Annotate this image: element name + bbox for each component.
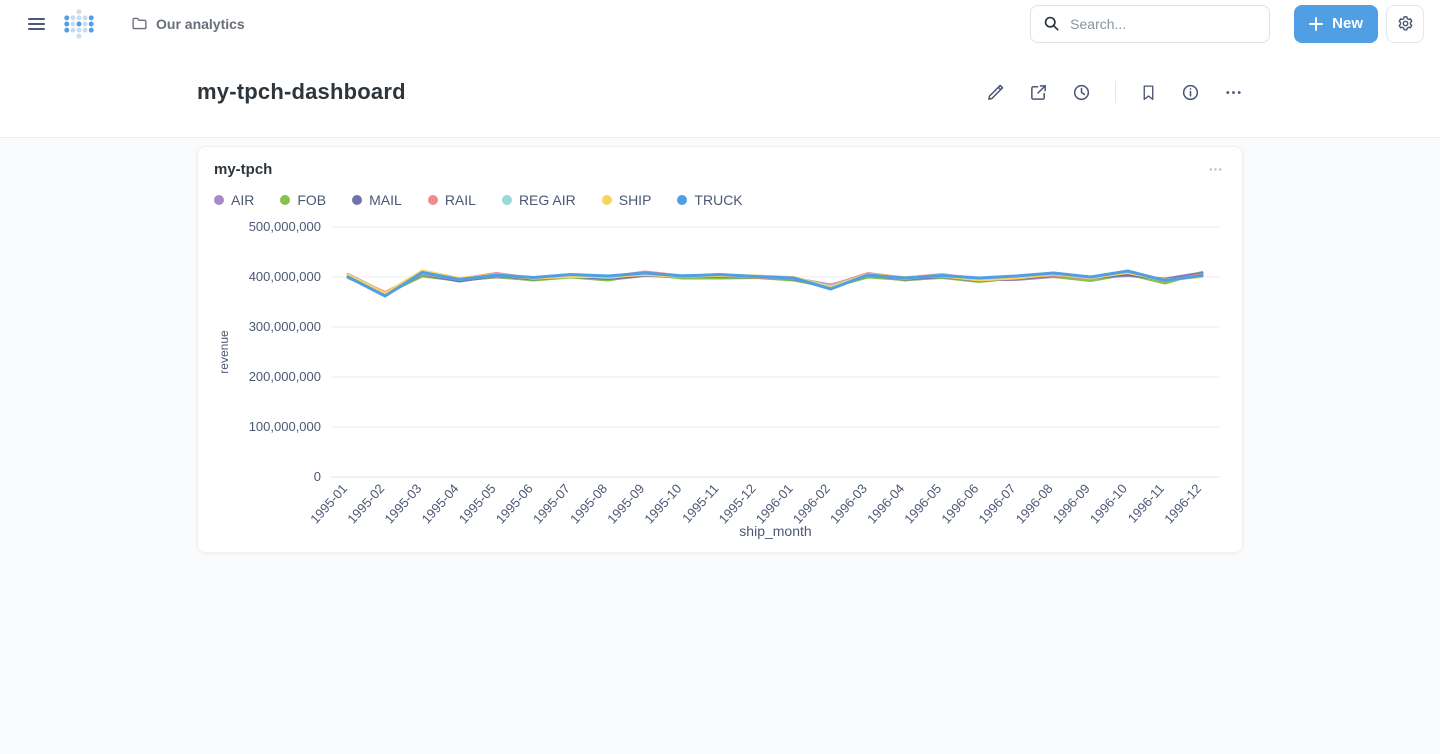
y-tick-label: 0	[314, 469, 321, 484]
search-input[interactable]	[1068, 14, 1258, 33]
plus-icon	[1309, 16, 1324, 31]
legend-label: FOB	[297, 192, 327, 208]
x-tick-label: 1996-02	[790, 481, 833, 526]
legend-label: MAIL	[369, 192, 402, 208]
x-tick-label: 1996-07	[976, 481, 1019, 526]
x-tick-label: 1996-01	[753, 481, 796, 526]
new-button-label: New	[1332, 15, 1363, 32]
more-ellipsis-icon	[1226, 90, 1241, 94]
legend-dot	[427, 195, 438, 205]
page-title: my-tpch-dashboard	[197, 79, 406, 104]
x-tick-label: 1996-09	[1050, 481, 1093, 526]
dashboard-header: my-tpch-dashboard	[0, 47, 1440, 137]
x-tick-label: 1995-03	[381, 481, 424, 526]
legend-dot	[280, 195, 291, 205]
x-tick-label: 1995-04	[419, 481, 462, 526]
more-options-button[interactable]	[1224, 83, 1243, 102]
share-icon	[1031, 84, 1046, 100]
x-axis-title: ship_month	[739, 523, 811, 539]
chart-legend: AIR FOB MAIL RAIL REG AIR SHIP TRUCK	[214, 192, 1226, 208]
legend-label: AIR	[231, 192, 255, 208]
y-tick-label: 100,000,000	[249, 419, 321, 434]
legend-label: SHIP	[618, 192, 652, 208]
x-tick-label: 1995-06	[493, 481, 536, 526]
legend-item-air[interactable]: AIR	[214, 192, 254, 208]
breadcrumb[interactable]: Our analytics	[131, 15, 245, 32]
top-navbar: Our analytics New	[0, 0, 1440, 47]
legend-item-mail[interactable]: MAIL	[352, 192, 402, 208]
legend-item-rail[interactable]: RAIL	[427, 192, 476, 208]
y-tick-label: 300,000,000	[249, 319, 321, 334]
x-tick-label: 1996-08	[1013, 481, 1056, 526]
edit-dashboard-button[interactable]	[986, 83, 1005, 102]
settings-gear-icon	[1398, 16, 1412, 31]
card-more-button[interactable]	[1205, 159, 1226, 183]
legend-dot	[214, 195, 224, 205]
y-tick-label: 400,000,000	[249, 269, 321, 284]
x-tick-label: 1995-01	[307, 481, 350, 526]
metabase-dots-logo[interactable]	[63, 8, 95, 40]
x-tick-label: 1995-02	[344, 481, 387, 526]
auto-refresh-button[interactable]	[1072, 83, 1091, 102]
line-chart[interactable]: 0 100,000,000 200,000,000 300,000,000 400,00…	[214, 210, 1228, 542]
menu-icon[interactable]	[28, 17, 45, 30]
x-tick-label: 1995-11	[679, 481, 721, 526]
x-tick-label: 1995-07	[530, 481, 573, 526]
x-tick-label: 1996-12	[1161, 481, 1204, 526]
x-tick-label: 1995-08	[567, 481, 610, 526]
info-button[interactable]	[1181, 83, 1200, 102]
legend-label: REG AIR	[518, 192, 576, 208]
x-tick-label: 1996-11	[1125, 481, 1167, 526]
x-tick-label: 1996-04	[864, 481, 907, 526]
actions-divider	[1115, 81, 1116, 103]
y-tick-label: 500,000,000	[249, 219, 321, 234]
share-dashboard-button[interactable]	[1029, 83, 1048, 102]
logo-dots	[64, 8, 94, 39]
legend-item-reg-air[interactable]: REG AIR	[501, 192, 576, 208]
legend-dot	[501, 195, 512, 205]
y-axis-title: revenue	[217, 330, 231, 374]
magnifier-icon	[1044, 16, 1059, 31]
x-tick-label: 1995-05	[456, 481, 499, 526]
y-tick-label: 200,000,000	[249, 369, 321, 384]
x-tick-label: 1995-10	[641, 481, 684, 526]
question-card-my-tpch[interactable]: my-tpch AIR FOB MAIL RAIL REG AIR SHIP TRUCK 0…	[197, 146, 1243, 553]
legend-dot	[677, 195, 688, 205]
info-circle-icon	[1182, 84, 1199, 100]
search-box[interactable]	[1030, 4, 1271, 43]
legend-dot	[601, 195, 612, 205]
dashboard-grid: my-tpch AIR FOB MAIL RAIL REG AIR SHIP TRUCK 0…	[0, 137, 1440, 754]
legend-label: RAIL	[444, 192, 476, 208]
card-title: my-tpch	[214, 161, 273, 178]
bookmark-button[interactable]	[1140, 84, 1157, 101]
legend-item-fob[interactable]: FOB	[280, 192, 326, 208]
legend-dot	[352, 195, 363, 205]
series-line-truck[interactable]	[346, 269, 1204, 298]
x-tick-label: 1996-05	[901, 481, 944, 526]
edit-pencil-icon	[988, 84, 1004, 100]
collection-folder-icon	[132, 17, 147, 30]
legend-item-ship[interactable]: SHIP	[601, 192, 652, 208]
x-tick-label: 1995-09	[604, 481, 647, 526]
bookmark-icon	[1143, 84, 1154, 100]
history-clock-icon	[1073, 84, 1090, 100]
x-tick-label: 1996-03	[827, 481, 870, 526]
legend-item-truck[interactable]: TRUCK	[677, 192, 743, 208]
settings-button[interactable]	[1386, 4, 1424, 43]
chart-area: 0 100,000,000 200,000,000 300,000,000 400,00…	[214, 210, 1226, 547]
dashboard-actions	[986, 81, 1243, 103]
more-ellipsis-icon	[1209, 168, 1222, 171]
x-tick-label: 1996-10	[1087, 481, 1130, 526]
x-tick-label: 1996-06	[938, 481, 981, 526]
legend-label: TRUCK	[694, 192, 743, 208]
new-button[interactable]: New	[1294, 4, 1378, 43]
breadcrumb-label: Our analytics	[156, 15, 245, 32]
x-tick-label: 1995-12	[716, 481, 759, 526]
